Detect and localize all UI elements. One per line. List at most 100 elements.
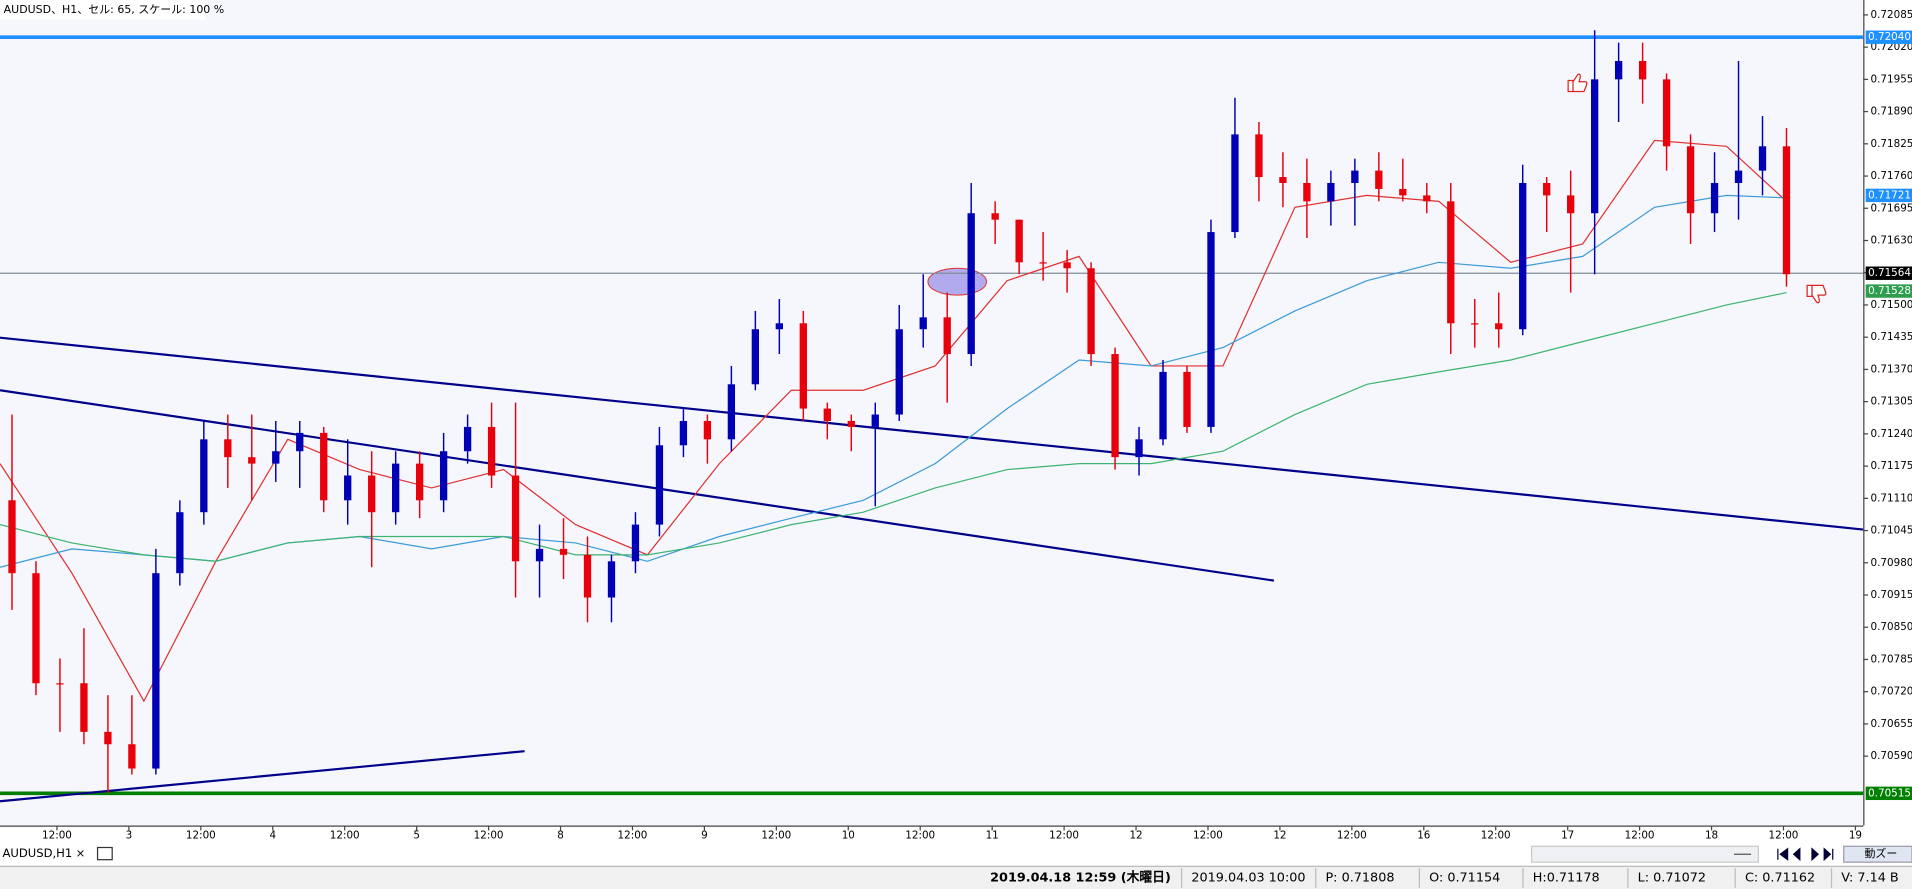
- scrollbar[interactable]: [1530, 845, 1759, 863]
- candle-body: [1183, 371, 1191, 427]
- y-tick-label: 0.72085: [1871, 9, 1912, 21]
- y-tick-label: 0.71825: [1871, 138, 1912, 150]
- y-tick-label: 0.70590: [1871, 750, 1912, 762]
- candle-body: [1159, 371, 1167, 440]
- x-tick-label: 10: [842, 829, 855, 841]
- y-tick-label: 0.71435: [1871, 331, 1912, 343]
- candle-body: [1519, 182, 1527, 330]
- overlay: AUDUSD、H1、セル: 65, スケール: 100 %: [0, 0, 1827, 304]
- tab-bar: AUDUSD,H1 × 動ズー: [0, 841, 1912, 866]
- tab-close[interactable]: ×: [76, 846, 86, 860]
- candle-body: [1303, 182, 1311, 202]
- candle-body: [1087, 268, 1095, 355]
- candle-body: [1447, 201, 1455, 324]
- candle-body: [1375, 170, 1383, 189]
- candle-body: [1063, 262, 1071, 269]
- price-tag-label: 0.70515: [1868, 787, 1911, 799]
- y-tick-label: 0.71045: [1871, 525, 1912, 537]
- x-tick-label: 4: [269, 829, 276, 841]
- status-field: L: 0.71072: [1638, 870, 1706, 885]
- candle-body: [1782, 146, 1791, 275]
- candle-body: [1686, 146, 1695, 214]
- y-tick-label: 0.70720: [1871, 686, 1912, 698]
- y-tick-label: 0.70915: [1871, 589, 1912, 601]
- y-tick-label: 0.71500: [1871, 299, 1912, 311]
- candle-body: [176, 512, 184, 574]
- candle-body: [1039, 262, 1047, 264]
- x-tick-label: 12: [1129, 829, 1142, 841]
- x-tick-label: 12:00: [761, 829, 791, 841]
- price-tag: [1865, 786, 1912, 801]
- y-tick-label: 0.70980: [1871, 557, 1912, 569]
- candle-body: [943, 317, 951, 355]
- price-tag: [1865, 30, 1912, 44]
- candle-body: [344, 475, 352, 501]
- x-tick-label: 12:00: [474, 829, 504, 841]
- candle-body: [535, 548, 544, 562]
- x-tick-label: 12:00: [905, 829, 935, 841]
- candle-body: [272, 451, 280, 464]
- y-tick-label: 0.70785: [1871, 653, 1912, 665]
- candle-body: [104, 731, 112, 745]
- y-tick-label: 0.72020: [1871, 41, 1912, 53]
- candle-body: [200, 439, 208, 513]
- candle-body: [751, 329, 760, 385]
- thumbs-down-icon: [1806, 284, 1827, 304]
- price-tag-label: 0.71528: [1868, 285, 1911, 297]
- candle-body: [1567, 195, 1575, 214]
- thumbs-up-icon: [1567, 73, 1588, 93]
- zoom-label[interactable]: 動ズー: [1864, 846, 1897, 860]
- moving-average: [0, 291, 1787, 562]
- candle-body: [631, 524, 640, 562]
- x-tick-label: 12:00: [1769, 829, 1799, 841]
- candle-body: [727, 384, 736, 440]
- status-bar: 2019.04.18 12:59 (木曜日) 2019.04.03 10:00 P:…: [0, 865, 1912, 889]
- tab-label[interactable]: AUDUSD,H1: [2, 846, 72, 860]
- candle-body: [1111, 354, 1119, 458]
- plot: [0, 30, 1864, 803]
- candle-body: [655, 445, 664, 525]
- candle-body: [128, 744, 136, 769]
- candle-body: [823, 408, 831, 421]
- price-tag-label: 0.71564: [1868, 267, 1911, 279]
- candle-body: [415, 463, 424, 501]
- candle-body: [224, 439, 232, 458]
- candle-body: [320, 432, 328, 501]
- candle-body: [152, 573, 160, 769]
- candle-body: [919, 317, 927, 330]
- candle-body: [1279, 177, 1287, 183]
- trendline: [0, 336, 1864, 531]
- status-field: V: 7.14 B: [1841, 870, 1898, 885]
- candle-body: [967, 213, 975, 355]
- y-tick-label: 0.71305: [1871, 396, 1912, 408]
- plot-area: [0, 0, 1863, 826]
- candle-body: [439, 451, 448, 501]
- x-tick-label: 3: [126, 829, 133, 841]
- y-tick-label: 0.71890: [1871, 106, 1912, 118]
- tab-icon[interactable]: [96, 846, 113, 861]
- status-field: 2019.04.18 12:59 (木曜日): [990, 869, 1171, 885]
- x-tick-label: 12:00: [42, 829, 72, 841]
- zoom-button[interactable]: [1843, 845, 1912, 863]
- price-tag-label: 0.71721: [1868, 189, 1911, 201]
- trendline: [0, 389, 1275, 582]
- x-tick-label: 19: [1849, 829, 1862, 841]
- candle-body: [799, 323, 807, 409]
- x-tick-label: 12:00: [186, 829, 216, 841]
- nav-buttons[interactable]: [1777, 847, 1834, 862]
- candle-body: [1015, 219, 1023, 263]
- candle-body: [703, 420, 712, 440]
- x-tick-label: 12: [1273, 829, 1286, 841]
- candle-body: [1207, 232, 1215, 427]
- candle-body: [1471, 323, 1479, 325]
- candle-body: [8, 500, 16, 574]
- x-tick-label: 9: [701, 829, 708, 841]
- price-tag: [1865, 266, 1912, 280]
- candle-body: [991, 213, 999, 220]
- candle-body: [559, 548, 568, 555]
- candle-body: [463, 426, 472, 452]
- x-tick-label: 12:00: [618, 829, 648, 841]
- candle-body: [871, 414, 879, 427]
- candle-body: [392, 463, 400, 513]
- candle-body: [80, 683, 88, 732]
